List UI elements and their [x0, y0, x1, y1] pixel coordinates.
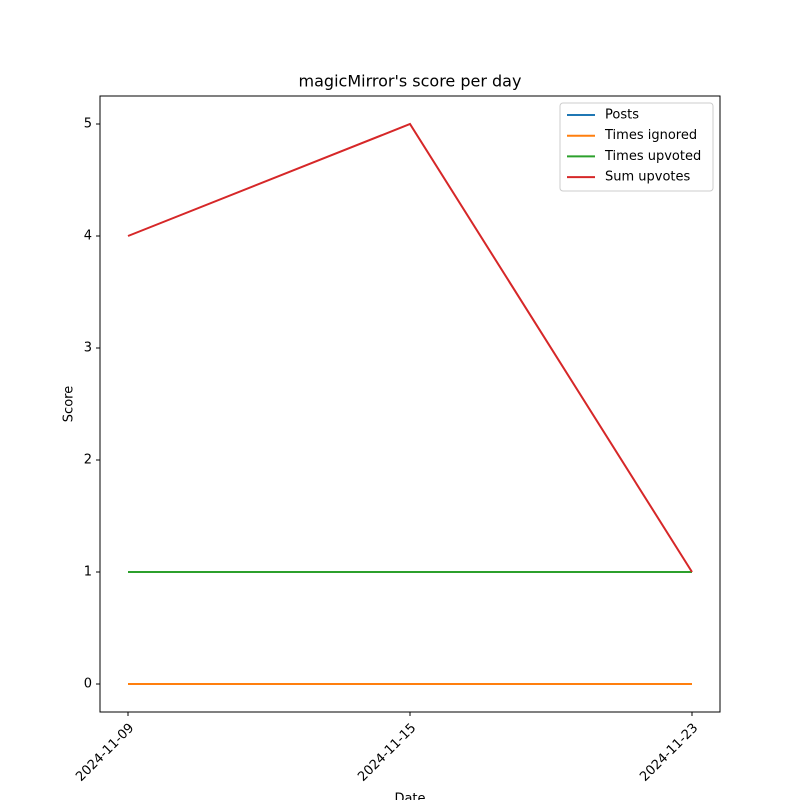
y-tick-label: 0: [84, 677, 92, 692]
legend-label: Times upvoted: [604, 149, 701, 164]
y-axis-label: Score: [62, 386, 77, 422]
y-tick-label: 4: [84, 229, 92, 244]
plot-frame: [99, 95, 721, 713]
legend-label: Sum upvotes: [605, 170, 691, 185]
x-axis-label: Date: [394, 792, 425, 800]
y-tick-label: 5: [84, 117, 92, 132]
y-tick-label: 2: [84, 453, 92, 468]
series-line: [127, 122, 693, 573]
y-tick-label: 3: [84, 341, 92, 356]
y-tick-label: 1: [84, 565, 92, 580]
legend-label: Posts: [605, 108, 639, 123]
legend-box: [559, 102, 714, 192]
legend-label: Times ignored: [604, 128, 697, 143]
chart-title: magicMirror's score per day: [299, 72, 522, 91]
